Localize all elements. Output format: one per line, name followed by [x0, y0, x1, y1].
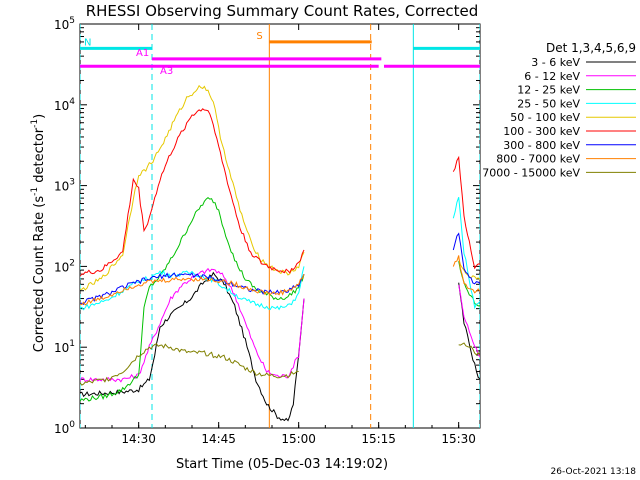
legend-label: 100 - 300 keV	[503, 125, 580, 138]
legend-label: 25 - 50 keV	[517, 97, 580, 110]
x-axis-label: Start Time (05-Dec-03 14:19:02)	[176, 457, 388, 472]
plot-frame	[79, 23, 481, 429]
series-line-3-6-kev-segment2	[458, 282, 480, 381]
series-line-50-100-kev	[80, 84, 305, 291]
series-line-12-25-kev-segment2	[458, 261, 480, 307]
x-tick-label: 14:45	[201, 432, 236, 446]
footer-timestamp: 26-Oct-2021 13:18	[551, 467, 637, 477]
series-line-25-50-kev-segment2	[452, 197, 480, 310]
series-line-7000-15000-kev	[80, 343, 299, 386]
series-line-3-6-kev	[80, 271, 305, 422]
time-bar-label-n: N	[84, 37, 91, 48]
legend-label: 300 - 800 keV	[503, 139, 580, 152]
time-bar-label-a3: A3	[160, 66, 173, 77]
series-line-300-800-kev-segment2	[452, 232, 480, 285]
legend-label: 12 - 25 keV	[517, 84, 580, 97]
series-line-6-12-kev	[80, 267, 305, 383]
legend-label: 7000 - 15000 keV	[482, 166, 580, 179]
series-line-7000-15000-kev-segment2	[458, 342, 480, 356]
legend-label: 3 - 6 keV	[531, 56, 580, 69]
plot-area: 14:30 14:45 15:00 15:15 15:30 100 101 102 103 104…	[54, 16, 481, 446]
x-tick-label: 14:30	[121, 432, 156, 446]
series-line-100-300-kev	[80, 108, 305, 277]
legend-label: 800 - 7000 keV	[496, 153, 580, 166]
x-tick-label: 15:15	[361, 432, 396, 446]
series-line-800-7000-kev-segment2	[452, 255, 480, 294]
series-line-6-12-kev-segment2	[458, 284, 480, 358]
series-line-100-300-kev-segment2	[452, 155, 480, 270]
y-tick-label: 104	[54, 97, 75, 113]
y-tick-label: 101	[54, 339, 75, 355]
time-bar-label-s: S	[256, 31, 262, 42]
time-bar-label-a1: A1	[136, 48, 149, 59]
chart-title: RHESSI Observing Summary Count Rates, Co…	[86, 2, 479, 20]
series-line-12-25-kev	[80, 196, 305, 402]
x-tick-label: 15:30	[441, 432, 476, 446]
x-tick-label: 15:00	[281, 432, 316, 446]
legend-label: 6 - 12 keV	[524, 70, 580, 83]
legend-title: Det 1,3,4,5,6,9	[546, 41, 636, 55]
y-tick-label: 103	[54, 178, 75, 194]
y-tick-label: 105	[54, 16, 75, 32]
y-tick-label: 102	[54, 258, 75, 274]
y-axis-label: Corrected Count Rate (s-1 detector-1)	[30, 114, 47, 352]
y-tick-label: 100	[54, 420, 75, 436]
series-line-800-7000-kev	[80, 274, 305, 306]
legend-label: 50 - 100 keV	[510, 111, 580, 124]
series-group: N S A1 A3	[80, 24, 480, 428]
